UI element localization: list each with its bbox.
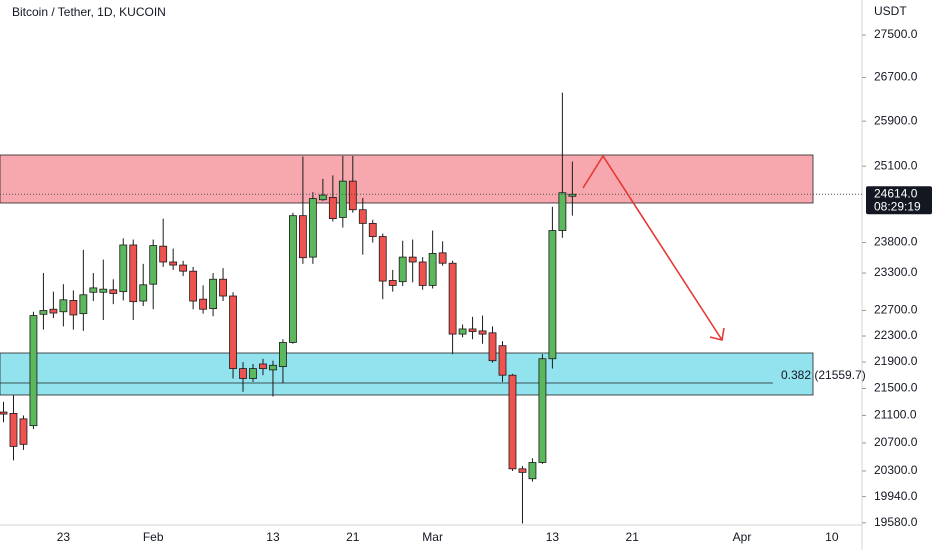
candle-body xyxy=(298,215,307,259)
resistance-zone xyxy=(0,154,814,204)
y-tick-label: 22700.0 xyxy=(874,303,918,317)
y-tick-label: 23300.0 xyxy=(874,265,918,279)
candle-body xyxy=(328,197,337,220)
candle-body xyxy=(129,244,138,303)
candle-body xyxy=(9,413,18,447)
x-tick-label: 23 xyxy=(57,530,71,544)
candle-body xyxy=(179,264,188,272)
projection-arrow xyxy=(582,154,723,341)
candle-body xyxy=(149,245,158,285)
y-tick-label: 21900.0 xyxy=(874,354,918,368)
x-tick-label: 13 xyxy=(266,530,280,544)
countdown: 08:29:19 xyxy=(874,199,921,213)
plot xyxy=(0,92,577,524)
candle-body xyxy=(289,215,297,343)
fib-label: 0.382 (21559.7) xyxy=(781,368,866,382)
candle-body xyxy=(418,261,427,286)
candle-body xyxy=(478,330,487,335)
candle-body xyxy=(428,253,437,286)
candle-body xyxy=(368,222,377,237)
candle-body xyxy=(49,308,58,314)
y-tick-label: 21100.0 xyxy=(874,408,917,422)
candle-body xyxy=(229,295,237,369)
candle-body xyxy=(408,256,417,263)
candle-body xyxy=(338,180,347,218)
candle-body xyxy=(239,368,247,379)
chart-title: Bitcoin / Tether, 1D, KUCOIN xyxy=(12,5,166,19)
candle-body xyxy=(19,418,28,445)
y-tick-label: 27500.0 xyxy=(874,27,918,41)
candle-body xyxy=(199,298,208,310)
x-tick-label: Apr xyxy=(733,530,752,544)
candle-body xyxy=(358,209,367,224)
candle-body xyxy=(568,193,577,197)
candle-body xyxy=(458,328,467,335)
candle-body xyxy=(558,192,567,231)
candle-body xyxy=(99,288,108,293)
candle-body xyxy=(189,270,198,302)
candle-body xyxy=(89,287,98,293)
candle-body xyxy=(29,315,38,427)
y-tick-label: 21500.0 xyxy=(874,381,918,395)
candle-body xyxy=(488,332,497,362)
candle-body xyxy=(219,278,227,297)
candle-body xyxy=(109,289,118,294)
candle-body xyxy=(139,284,148,302)
y-tick-label: 22300.0 xyxy=(874,328,918,342)
x-tick-label: Feb xyxy=(143,530,164,544)
candle-body xyxy=(468,328,477,332)
candle-body xyxy=(119,244,128,293)
last-price-box xyxy=(866,186,932,215)
candle-body xyxy=(79,294,88,315)
last-price-label: 24614.0 xyxy=(874,186,918,200)
candle-body xyxy=(518,468,527,473)
candle-body xyxy=(548,230,557,360)
y-tick-label: 19580.0 xyxy=(874,515,918,529)
candle-body xyxy=(528,462,537,480)
x-tick-label: 21 xyxy=(626,530,640,544)
candle-body xyxy=(249,368,257,379)
candle-body xyxy=(259,363,267,369)
candle-body xyxy=(39,310,48,315)
candle-body xyxy=(159,245,168,263)
candle-body xyxy=(348,180,357,211)
x-tick-label: Mar xyxy=(422,530,443,544)
candle-body xyxy=(448,262,457,335)
y-axis-label: USDT xyxy=(874,4,907,18)
candle-body xyxy=(169,261,178,266)
candle-body xyxy=(279,342,287,368)
candle-body xyxy=(269,364,277,371)
y-tick-label: 23800.0 xyxy=(874,235,918,249)
x-tick-label: 13 xyxy=(546,530,560,544)
candle-body xyxy=(498,345,507,376)
candle-body xyxy=(398,256,407,283)
y-tick-label: 25900.0 xyxy=(874,113,918,127)
candle-body xyxy=(308,198,317,258)
candle-body xyxy=(318,194,327,201)
candle-body xyxy=(209,278,217,310)
candle-body xyxy=(538,358,547,463)
candle-body xyxy=(508,374,517,470)
support-zone xyxy=(0,352,814,396)
candle-body xyxy=(378,236,387,282)
y-tick-label: 26700.0 xyxy=(874,70,918,84)
x-tick-label: 10 xyxy=(825,530,839,544)
y-tick-label: 20300.0 xyxy=(874,463,918,477)
y-tick-label: 25100.0 xyxy=(874,158,918,172)
candle-body xyxy=(0,411,8,415)
candle-body xyxy=(69,300,78,316)
candle-body xyxy=(59,299,68,313)
arrow-head xyxy=(709,327,725,341)
y-tick-label: 20700.0 xyxy=(874,435,918,449)
y-tick-label: 19940.0 xyxy=(874,489,918,503)
candle-body xyxy=(388,280,397,286)
x-tick-label: 21 xyxy=(346,530,360,544)
candle-body xyxy=(438,252,447,264)
